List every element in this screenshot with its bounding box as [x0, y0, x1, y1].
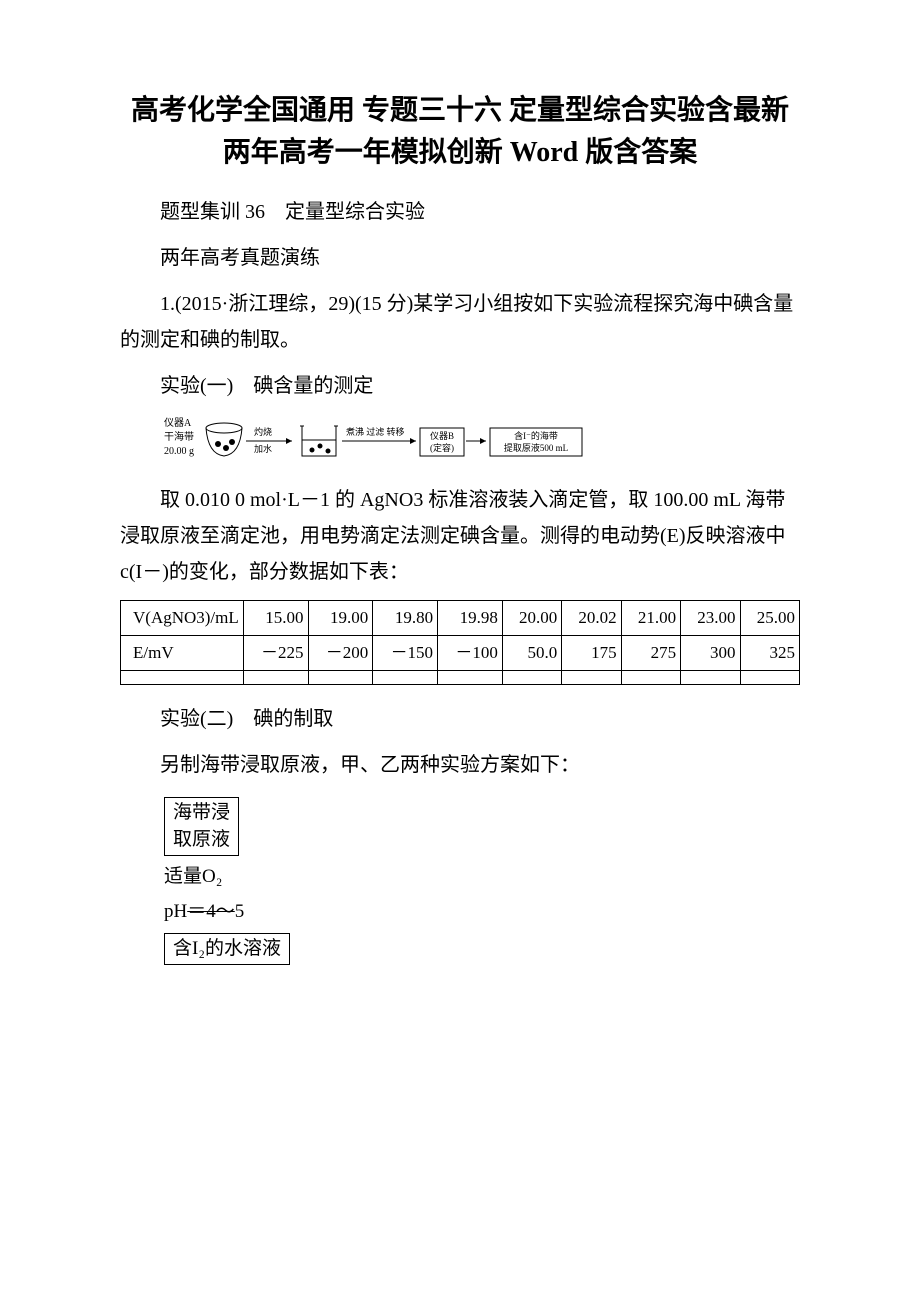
- table-cell: 20.00: [502, 601, 561, 636]
- table-cell: －150: [373, 636, 438, 671]
- table-cell: 50.0: [502, 636, 561, 671]
- table-cell: 21.00: [621, 601, 680, 636]
- table-cell: 20.02: [562, 601, 621, 636]
- table-header-2: E/mV: [121, 636, 244, 671]
- table-cell: 19.00: [308, 601, 373, 636]
- flow-box-1: 海带浸 取原液: [164, 797, 239, 856]
- diagram-box1-bot: (定容): [430, 442, 454, 453]
- experiment-1-diagram: 仪器A 干海带 20.00 g 灼烧 加水 煮沸 过滤 转移 仪器B (定容) …: [164, 414, 800, 468]
- flow-box-2: 含I₂的水溶液: [164, 933, 290, 966]
- table-cell: 23.00: [681, 601, 740, 636]
- flow-text-2a: pH: [164, 901, 187, 922]
- diagram-arrow1-top: 灼烧: [254, 426, 272, 437]
- table-cell: －200: [308, 636, 373, 671]
- diagram-box2-bot: 提取原液500 mL: [504, 442, 568, 453]
- diagram-arrow1-bot: 加水: [254, 443, 272, 454]
- diagram-label-left-mid: 干海带: [164, 430, 194, 443]
- diagram-label-left-bot: 20.00 g: [164, 446, 194, 457]
- question-1b: 取 0.010 0 mol·L－1 的 AgNO3 标准溶液装入滴定管，取 10…: [120, 482, 800, 590]
- table-cell: 300: [681, 636, 740, 671]
- table-cell: 19.98: [438, 601, 503, 636]
- table-cell: 275: [621, 636, 680, 671]
- table-row-empty: [121, 671, 800, 685]
- question-1-intro: 1.(2015·浙江理综，29)(15 分)某学习小组按如下实验流程探究海中碘含…: [120, 286, 800, 358]
- experiment-2-label: 实验(二) 碘的制取: [120, 701, 800, 737]
- flow-text-2c: 5: [235, 901, 245, 922]
- diagram-box2-top: 含I⁻的海带: [514, 430, 558, 441]
- subtitle-2: 两年高考真题演练: [120, 240, 800, 276]
- diagram-box1-top: 仪器B: [430, 431, 454, 441]
- table-cell: 15.00: [243, 601, 308, 636]
- table-cell: －225: [243, 636, 308, 671]
- table-cell: 175: [562, 636, 621, 671]
- page-title: 高考化学全国通用 专题三十六 定量型综合实验含最新两年高考一年模拟创新 Word…: [120, 90, 800, 174]
- table-row: E/mV －225 －200 －150 －100 50.0 175 275 30…: [121, 636, 800, 671]
- table-header-1: V(AgNO3)/mL: [121, 601, 244, 636]
- flow-text-2b: ＝4～: [187, 901, 235, 922]
- table-cell: 25.00: [740, 601, 799, 636]
- table-cell: 19.80: [373, 601, 438, 636]
- table-row: V(AgNO3)/mL 15.00 19.00 19.80 19.98 20.0…: [121, 601, 800, 636]
- diagram-label-left-top: 仪器A: [164, 417, 192, 429]
- diagram-arrow2: 煮沸 过滤 转移: [346, 426, 405, 437]
- data-table: V(AgNO3)/mL 15.00 19.00 19.80 19.98 20.0…: [120, 600, 800, 685]
- experiment-1-label: 实验(一) 碘含量的测定: [120, 368, 800, 404]
- table-cell: －100: [438, 636, 503, 671]
- flow-text-1: 适量O₂: [164, 860, 800, 894]
- subtitle-1: 题型集训 36 定量型综合实验: [120, 194, 800, 230]
- flow-text-2: pH＝4～5: [164, 895, 800, 929]
- table-cell: 325: [740, 636, 799, 671]
- question-2: 另制海带浸取原液，甲、乙两种实验方案如下：: [120, 747, 800, 783]
